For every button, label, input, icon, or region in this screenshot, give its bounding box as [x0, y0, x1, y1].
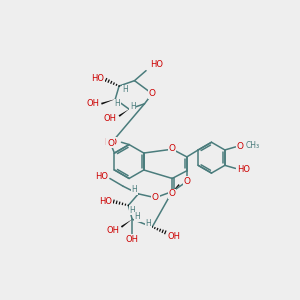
- Text: OH: OH: [107, 226, 120, 235]
- Text: O: O: [107, 139, 114, 148]
- Polygon shape: [172, 184, 180, 191]
- Text: CH₃: CH₃: [246, 141, 260, 150]
- Text: HO: HO: [150, 60, 163, 69]
- Text: O: O: [152, 193, 159, 202]
- Text: OH: OH: [87, 99, 100, 108]
- Text: H: H: [122, 85, 128, 94]
- Text: H: H: [129, 206, 135, 214]
- Polygon shape: [118, 109, 129, 117]
- Text: HO: HO: [237, 165, 250, 174]
- Text: O: O: [236, 142, 243, 152]
- Text: O: O: [169, 189, 176, 198]
- Text: HO: HO: [99, 197, 112, 206]
- Text: OH: OH: [104, 114, 117, 123]
- Text: O: O: [169, 144, 176, 153]
- Text: O: O: [183, 177, 190, 186]
- Text: O: O: [149, 89, 156, 98]
- Text: HO: HO: [92, 74, 104, 83]
- Text: H: H: [115, 99, 120, 108]
- Text: H: H: [130, 102, 136, 111]
- Polygon shape: [101, 99, 115, 105]
- Text: HO: HO: [104, 138, 117, 147]
- Text: H: H: [135, 212, 140, 221]
- Text: OH: OH: [126, 235, 139, 244]
- Text: H: H: [146, 219, 151, 228]
- Text: OH: OH: [168, 232, 181, 241]
- Polygon shape: [121, 219, 132, 228]
- Text: HO: HO: [95, 172, 108, 182]
- Text: H: H: [132, 185, 137, 194]
